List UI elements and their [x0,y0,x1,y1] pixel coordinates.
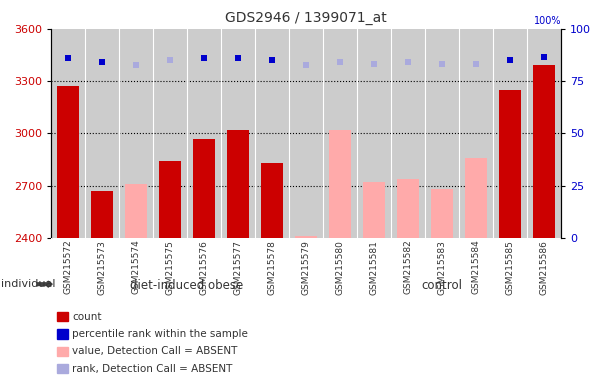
Text: GSM215574: GSM215574 [131,240,140,295]
Text: GSM215578: GSM215578 [268,240,277,295]
Bar [193,139,215,238]
Text: GSM215581: GSM215581 [370,240,379,295]
Text: GSM215585: GSM215585 [505,240,515,295]
Bar [533,65,555,238]
Text: diet-induced obese: diet-induced obese [130,279,244,292]
Bar [125,184,147,238]
Bar [295,236,317,238]
Bar [397,179,419,238]
Text: 100%: 100% [533,16,561,26]
Text: GSM215577: GSM215577 [233,240,242,295]
Bar [363,182,385,238]
Bar [465,158,487,238]
Bar [431,189,453,238]
Text: control: control [421,279,463,292]
Text: GSM215583: GSM215583 [437,240,446,295]
Bar [329,130,351,238]
Bar [499,90,521,238]
Text: value, Detection Call = ABSENT: value, Detection Call = ABSENT [72,346,238,356]
Title: GDS2946 / 1399071_at: GDS2946 / 1399071_at [225,11,387,25]
Text: GSM215573: GSM215573 [97,240,107,295]
Bar [91,191,113,238]
Text: GSM215580: GSM215580 [335,240,344,295]
Text: GSM215586: GSM215586 [539,240,548,295]
Text: GSM215576: GSM215576 [199,240,209,295]
Text: GSM215584: GSM215584 [472,240,481,295]
Bar [159,161,181,238]
Text: count: count [72,312,101,322]
Text: percentile rank within the sample: percentile rank within the sample [72,329,248,339]
Text: rank, Detection Call = ABSENT: rank, Detection Call = ABSENT [72,364,232,374]
Bar [261,163,283,238]
Text: GSM215579: GSM215579 [302,240,311,295]
Text: GSM215572: GSM215572 [64,240,73,295]
Bar [57,86,79,238]
Text: GSM215582: GSM215582 [404,240,413,295]
Bar [227,130,249,238]
Text: individual: individual [1,279,55,289]
Text: GSM215575: GSM215575 [166,240,175,295]
